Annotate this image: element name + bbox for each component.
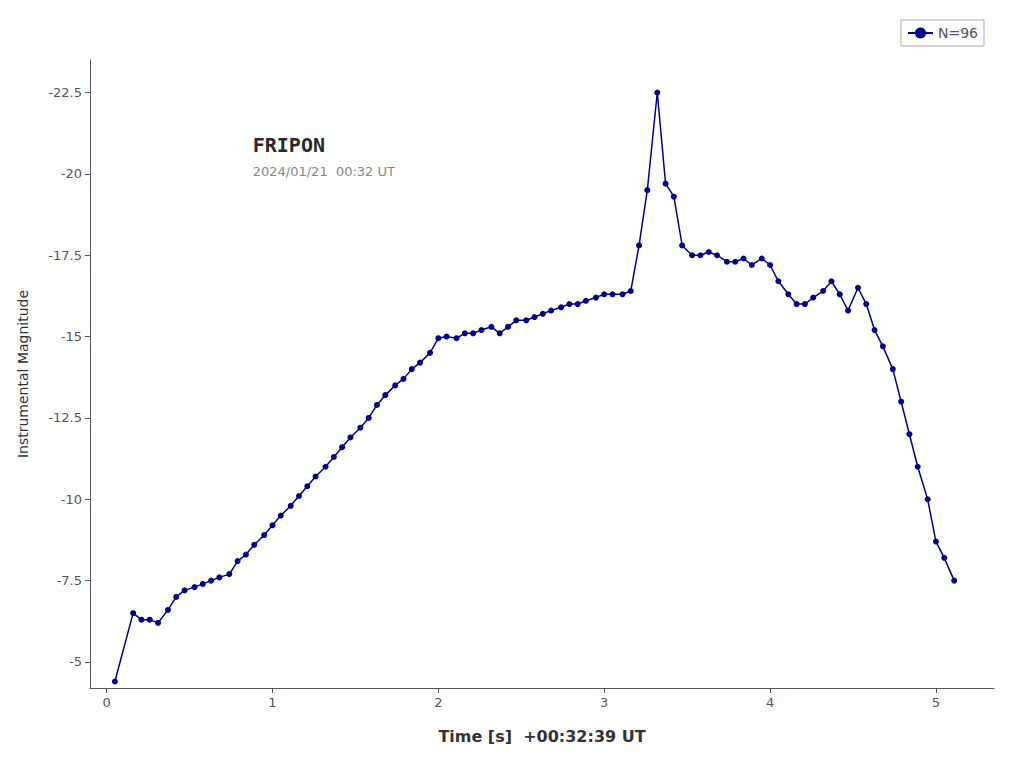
- svg-text:1: 1: [268, 695, 276, 710]
- svg-text:Instrumental Magnitude: Instrumental Magnitude: [15, 290, 31, 458]
- svg-text:-15: -15: [61, 329, 82, 344]
- svg-text:-10: -10: [61, 492, 82, 507]
- svg-text:2024/01/21 00:32 UT: 2024/01/21 00:32 UT: [253, 164, 395, 179]
- svg-text:-12.5: -12.5: [48, 410, 82, 425]
- svg-text:4: 4: [766, 695, 774, 710]
- svg-text:-20: -20: [61, 166, 82, 181]
- svg-text:3: 3: [600, 695, 608, 710]
- svg-text:N=96: N=96: [938, 25, 978, 41]
- svg-text:5: 5: [932, 695, 940, 710]
- svg-text:Time [s] +00:32:39 UT: Time [s] +00:32:39 UT: [438, 727, 645, 746]
- svg-text:-22.5: -22.5: [48, 85, 82, 100]
- svg-text:-5: -5: [69, 654, 82, 669]
- svg-text:0: 0: [102, 695, 110, 710]
- svg-text:FRIPON: FRIPON: [253, 133, 325, 157]
- svg-text:2: 2: [434, 695, 442, 710]
- svg-text:-7.5: -7.5: [57, 573, 82, 588]
- svg-text:-17.5: -17.5: [48, 248, 82, 263]
